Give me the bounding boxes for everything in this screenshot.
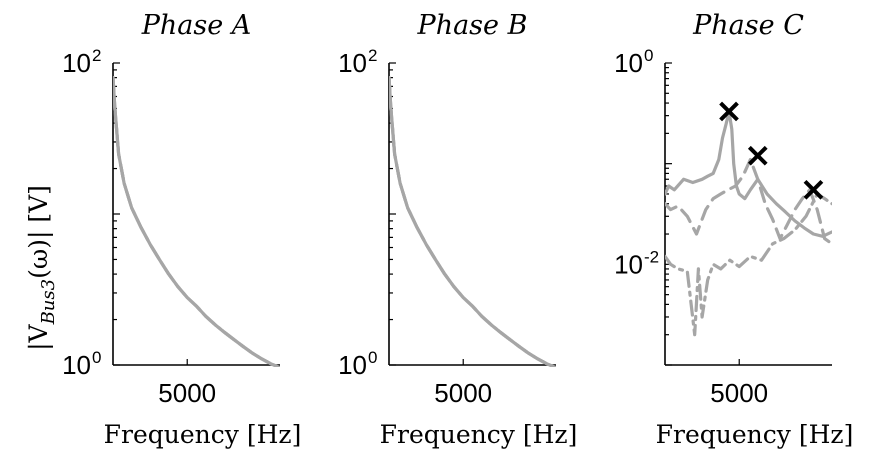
y-tick-exponent: 2 — [368, 46, 377, 65]
y-axis-label-sub: Bus3 — [38, 279, 59, 326]
series-line-dashdot — [389, 76, 556, 367]
y-axis-label: |VBus3(ω)| [V] — [24, 185, 59, 351]
y-tick-label: 10 — [62, 48, 91, 78]
peak-marker — [747, 145, 768, 166]
x-tick-label: 5000 — [158, 378, 216, 408]
x-axis-label: Frequency [Hz] — [656, 420, 854, 449]
y-tick-exponent: -2 — [644, 247, 659, 266]
y-tick-exponent: 0 — [368, 348, 377, 367]
panel-title: Phase C — [692, 10, 804, 41]
y-tick-label: 10 — [338, 350, 367, 380]
x-axis-label: Frequency [Hz] — [380, 420, 578, 449]
y-tick-label: 10 — [338, 48, 367, 78]
y-tick-exponent: 0 — [644, 46, 653, 65]
svg-text:|VBus3(ω)| [V]: |VBus3(ω)| [V] — [24, 185, 59, 351]
x-axis-label: Frequency [Hz] — [104, 420, 302, 449]
panel-title: Phase B — [417, 10, 528, 41]
x-tick-label: 5000 — [434, 378, 492, 408]
series-line-dashdot — [665, 192, 832, 337]
y-tick-exponent: 0 — [92, 348, 101, 367]
x-tick-label: 5000 — [710, 378, 768, 408]
series-line-dashed — [665, 157, 832, 246]
peak-marker — [803, 179, 824, 200]
y-tick-exponent: 2 — [92, 46, 101, 65]
y-tick-label: 10 — [614, 48, 643, 78]
y-axis-label-tail: (ω)| [V] — [24, 185, 54, 279]
y-axis-label-main: |V — [24, 323, 54, 350]
peak-marker — [719, 101, 739, 122]
series-line-dashdot — [113, 76, 280, 367]
y-tick-label: 10 — [62, 350, 91, 380]
y-tick-label: 10 — [614, 249, 643, 279]
panel-title: Phase A — [141, 10, 252, 41]
